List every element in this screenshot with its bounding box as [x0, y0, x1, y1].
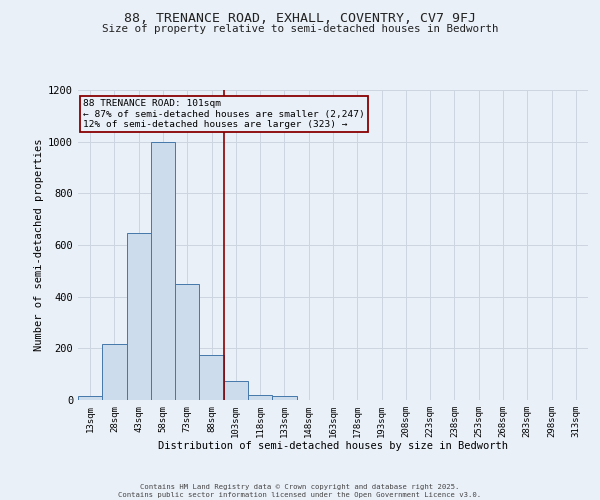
Bar [175, 284, 199, 400]
Bar [272, 396, 296, 400]
Bar [224, 380, 248, 400]
Bar [78, 396, 102, 400]
Bar [151, 142, 175, 400]
Text: 88, TRENANCE ROAD, EXHALL, COVENTRY, CV7 9FJ: 88, TRENANCE ROAD, EXHALL, COVENTRY, CV7… [124, 12, 476, 26]
Text: 88 TRENANCE ROAD: 101sqm
← 87% of semi-detached houses are smaller (2,247)
12% o: 88 TRENANCE ROAD: 101sqm ← 87% of semi-d… [83, 100, 365, 129]
Bar [127, 232, 151, 400]
Bar [102, 344, 127, 400]
Bar [248, 395, 272, 400]
X-axis label: Distribution of semi-detached houses by size in Bedworth: Distribution of semi-detached houses by … [158, 442, 508, 452]
Text: Size of property relative to semi-detached houses in Bedworth: Size of property relative to semi-detach… [102, 24, 498, 34]
Y-axis label: Number of semi-detached properties: Number of semi-detached properties [34, 138, 44, 351]
Text: Contains HM Land Registry data © Crown copyright and database right 2025.
Contai: Contains HM Land Registry data © Crown c… [118, 484, 482, 498]
Bar [199, 355, 224, 400]
